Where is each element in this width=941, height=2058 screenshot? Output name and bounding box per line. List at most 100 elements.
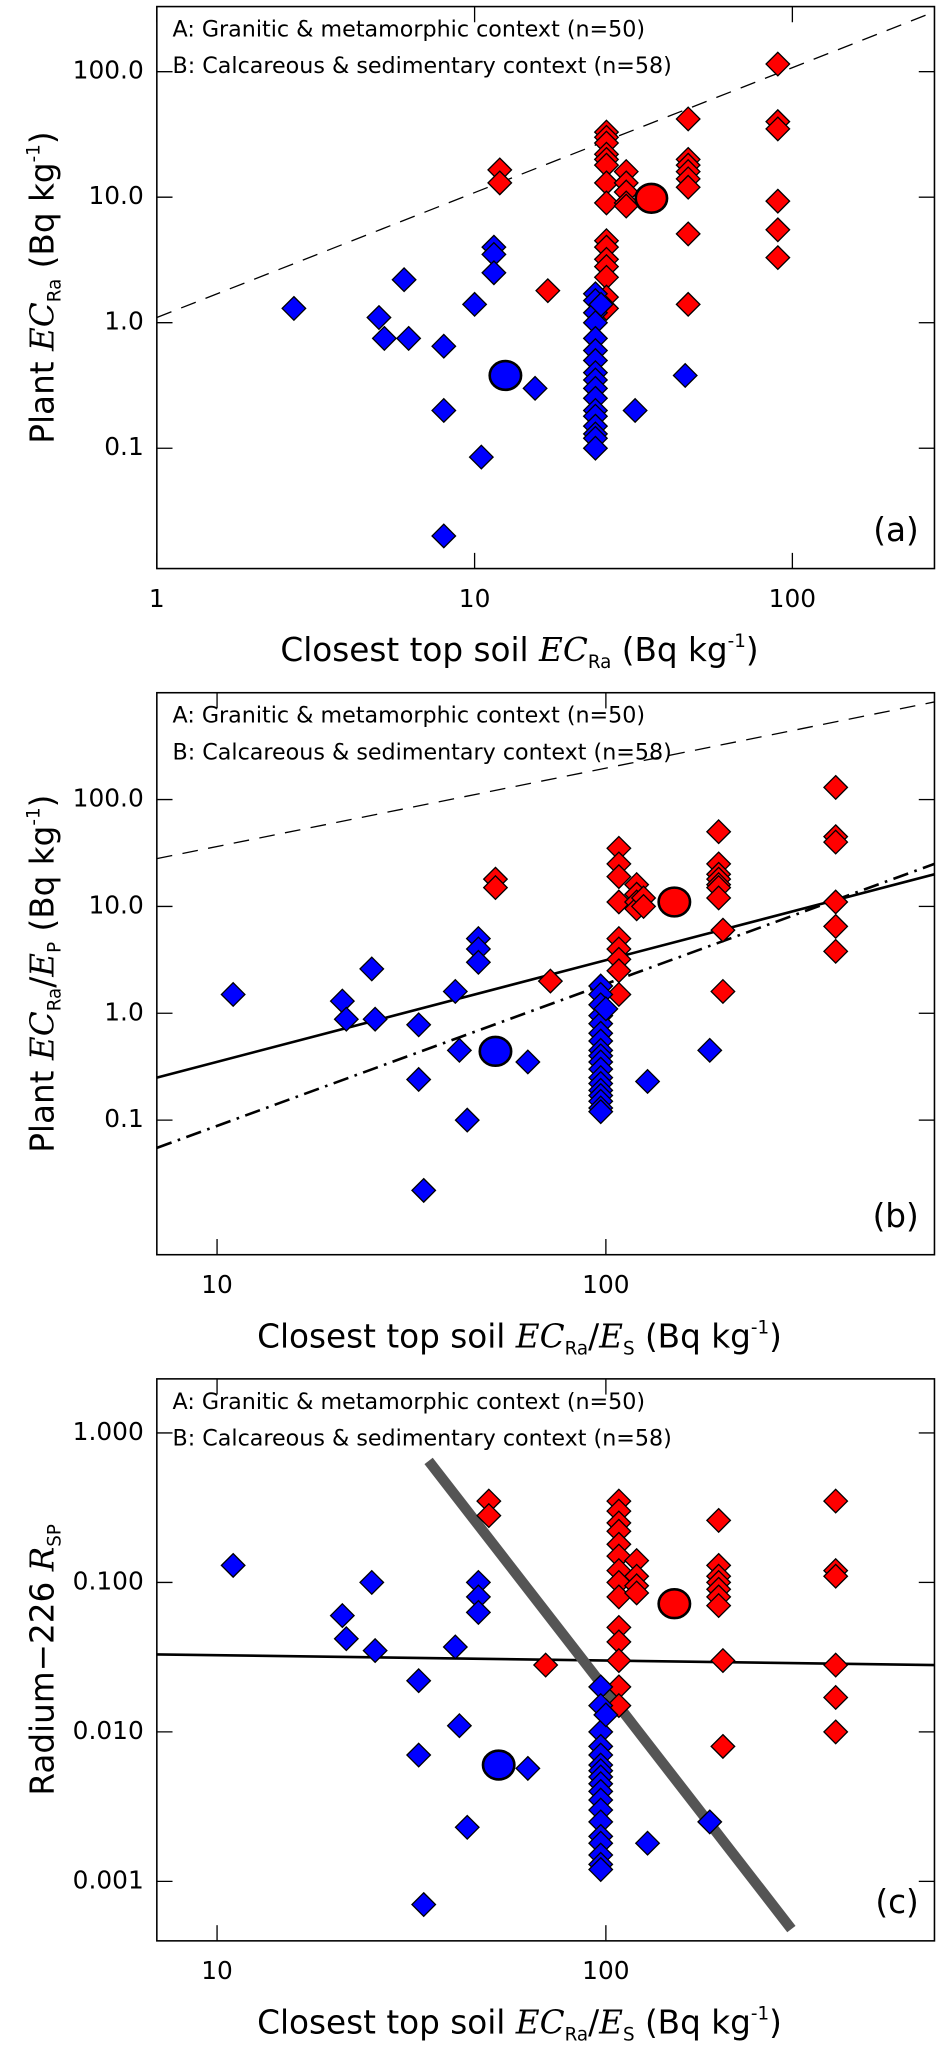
- data-point: [675, 174, 701, 200]
- data-point: [465, 1599, 492, 1626]
- data-point: [823, 1488, 849, 1514]
- data-point: [333, 1626, 360, 1652]
- data-point: [405, 1012, 432, 1038]
- data-point: [672, 362, 698, 389]
- data-point: [411, 1891, 437, 1918]
- axis-title-part: Ra: [44, 279, 65, 303]
- panel-label: (b): [873, 1197, 919, 1235]
- legend-label: B: Calcareous & sedimentary context (n=5…: [173, 53, 672, 79]
- axis-title-part: S: [623, 1338, 635, 1359]
- axis-title-part: Ra: [44, 988, 65, 1012]
- data-point: [823, 829, 849, 855]
- data-point: [446, 1713, 473, 1739]
- data-point: [515, 1049, 541, 1075]
- x-tick-label: 1: [149, 584, 165, 613]
- axis-title-part: /: [23, 977, 61, 988]
- legend-label: A: Granitic & metamorphic context (n=50): [173, 703, 646, 729]
- x-tick-label: 10: [459, 584, 491, 613]
- x-tick-label: 100: [582, 1270, 629, 1299]
- plot-content: [156, 701, 935, 1204]
- panel-label: (a): [873, 511, 919, 549]
- axis-title-part: EC: [23, 1011, 61, 1061]
- data-point: [622, 397, 648, 424]
- data-point: [593, 1702, 619, 1728]
- y-axis-title: Plant ECRa/EP (Bq kg-1): [23, 795, 65, 1153]
- data-point: [220, 981, 246, 1008]
- y-tick-label: 100.0: [73, 784, 144, 813]
- mean-point: [657, 886, 692, 918]
- axis-title-part: ): [23, 795, 61, 808]
- panel-label: (c): [875, 1883, 918, 1921]
- legend-label: B: Calcareous & sedimentary context (n=5…: [173, 1425, 672, 1451]
- x-tick-label: 10: [201, 1956, 233, 1985]
- axis-title-part: Closest top soil: [280, 631, 539, 669]
- data-point: [220, 1552, 246, 1579]
- data-point: [593, 190, 620, 216]
- data-point: [362, 1006, 388, 1032]
- data-point: [431, 333, 457, 359]
- mean-point: [481, 1749, 516, 1781]
- axis-title-part: (Bq kg: [23, 826, 61, 942]
- x-tick-label: 10: [201, 1270, 233, 1299]
- data-point: [482, 874, 509, 901]
- axis-title-part: Plant: [23, 1060, 61, 1153]
- data-point: [366, 304, 392, 331]
- data-point: [606, 863, 632, 890]
- legend-label: A: Granitic & metamorphic context (n=50): [173, 1389, 646, 1415]
- y-axis-title: Plant ECRa (Bq kg-1): [23, 131, 65, 443]
- axis-title-part: EC: [515, 2003, 565, 2041]
- y-tick-label: 0.001: [73, 1865, 144, 1894]
- data-point: [710, 917, 736, 943]
- data-point: [710, 1733, 736, 1760]
- fit-line: [156, 862, 935, 1150]
- axis-title-part: Ra: [588, 652, 612, 673]
- axis-title-part: /: [588, 1317, 599, 1355]
- mean-point: [657, 1588, 692, 1620]
- data-point: [461, 291, 488, 318]
- y-tick-label: 0.100: [73, 1566, 144, 1595]
- y-tick-label: 0.010: [73, 1716, 144, 1745]
- data-point: [537, 968, 564, 994]
- data-point: [391, 267, 417, 293]
- mean-point: [488, 359, 523, 392]
- data-point: [481, 260, 507, 286]
- data-point: [823, 1719, 849, 1745]
- x-axis-title: Closest top soil ECRa/ES (Bq kg-1): [257, 1317, 782, 1359]
- data-point: [765, 244, 791, 271]
- axis-title-part: R: [23, 1547, 61, 1573]
- data-point: [765, 51, 791, 77]
- data-point: [532, 1652, 559, 1678]
- fit-line: [424, 1457, 796, 1933]
- axis-title-part: ): [23, 131, 61, 144]
- axis-title-part: Radium−226: [23, 1571, 61, 1795]
- axis-title-part: EC: [23, 302, 61, 352]
- axis-title-part: /: [588, 2003, 599, 2041]
- data-point: [705, 885, 732, 911]
- data-point: [329, 1602, 356, 1629]
- data-point: [765, 217, 791, 243]
- data-point: [446, 1037, 473, 1064]
- data-point: [623, 1580, 650, 1606]
- data-point: [405, 1742, 432, 1768]
- data-point: [697, 1809, 723, 1835]
- data-point: [333, 1006, 360, 1032]
- axis-title-part: -1: [751, 2003, 769, 2024]
- y-tick-label: 1.0: [104, 997, 144, 1026]
- axis-title-part: ): [746, 631, 759, 669]
- data-point: [431, 397, 457, 424]
- data-point: [675, 291, 701, 318]
- y-tick-label: 0.1: [104, 432, 144, 461]
- data-point: [823, 1652, 849, 1678]
- data-point: [705, 1592, 732, 1619]
- data-point: [442, 978, 469, 1005]
- data-point: [487, 170, 513, 196]
- y-axis-title: Radium−226 RSP: [23, 1524, 65, 1796]
- axis-title-part: EC: [538, 631, 588, 669]
- data-point: [765, 116, 791, 142]
- axis-title-part: Closest top soil: [257, 2003, 516, 2041]
- y-tick-label: 10.0: [88, 181, 143, 210]
- data-point: [634, 1068, 661, 1095]
- axis-title-part: S: [623, 2024, 635, 2045]
- data-point: [522, 375, 548, 402]
